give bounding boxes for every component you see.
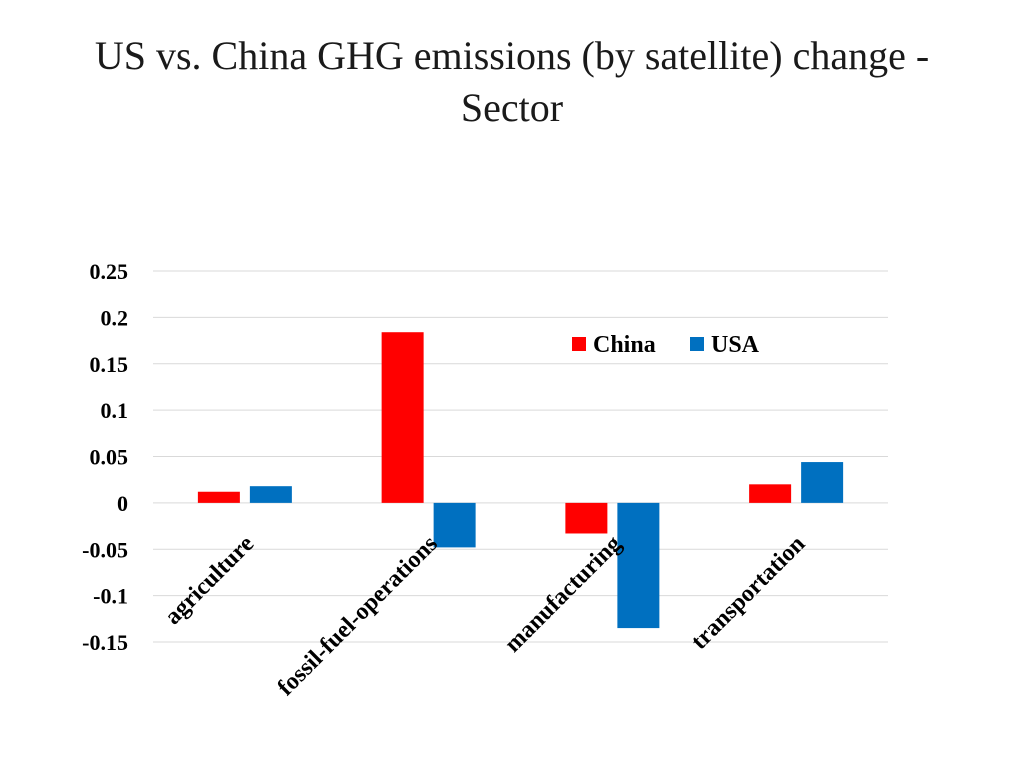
y-tick-label: 0.15	[90, 352, 129, 377]
chart-title-line-1: US vs. China GHG emissions (by satellite…	[94, 33, 930, 78]
x-category-label: fossil-fuel-operations	[273, 531, 443, 701]
bar-usa-fossil-fuel-operations	[433, 502, 476, 548]
x-category-label: manufacturing	[500, 531, 627, 658]
legend-swatch-china	[572, 337, 586, 351]
y-tick-label: -0.05	[82, 537, 128, 562]
legend-swatch-usa	[690, 337, 704, 351]
x-category-label: agriculture	[160, 531, 259, 630]
chart-title-line-2: Sector	[460, 85, 564, 130]
y-tick-label: 0.25	[90, 259, 129, 284]
bar-usa-transportation	[801, 462, 844, 503]
bar-china-fossil-fuel-operations	[381, 332, 424, 503]
bar-china-manufacturing	[565, 502, 608, 534]
y-tick-label: -0.1	[93, 584, 128, 609]
bar-usa-manufacturing	[617, 502, 660, 629]
legend-label-usa: USA	[711, 332, 760, 358]
y-tick-label: 0.2	[101, 305, 129, 330]
y-tick-label: 0.05	[90, 445, 129, 470]
y-tick-label: -0.15	[82, 630, 128, 655]
y-tick-label: 0	[117, 491, 128, 516]
bar-china-transportation	[749, 484, 792, 503]
bar-usa-agriculture	[249, 486, 292, 503]
chart-title: US vs. China GHG emissions (by satellite…	[20, 30, 1004, 134]
bar-china-agriculture	[197, 491, 240, 503]
legend-label-china: China	[593, 332, 656, 358]
y-tick-label: 0.1	[101, 398, 129, 423]
